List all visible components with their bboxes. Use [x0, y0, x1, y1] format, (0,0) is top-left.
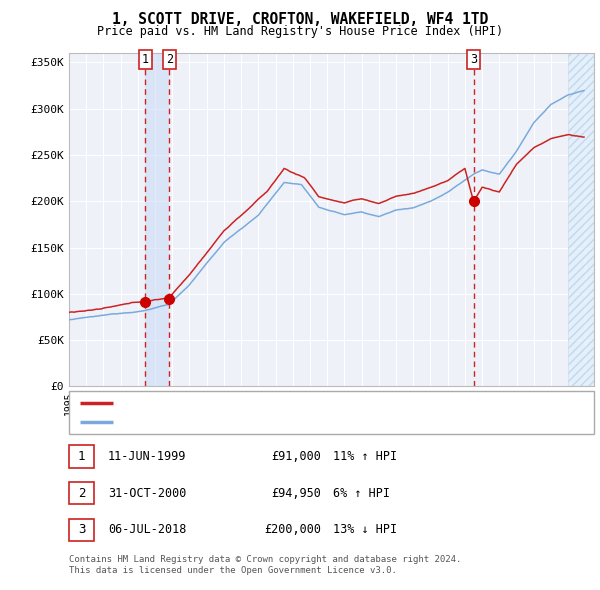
Text: 06-JUL-2018: 06-JUL-2018 [108, 523, 187, 536]
Text: 1: 1 [78, 450, 85, 463]
Text: Price paid vs. HM Land Registry's House Price Index (HPI): Price paid vs. HM Land Registry's House … [97, 25, 503, 38]
Text: 31-OCT-2000: 31-OCT-2000 [108, 487, 187, 500]
Text: £94,950: £94,950 [271, 487, 321, 500]
Text: £91,000: £91,000 [271, 450, 321, 463]
Text: 11-JUN-1999: 11-JUN-1999 [108, 450, 187, 463]
Text: 2: 2 [166, 53, 173, 66]
Text: 3: 3 [470, 53, 477, 66]
Text: 11% ↑ HPI: 11% ↑ HPI [333, 450, 397, 463]
Text: 1: 1 [142, 53, 149, 66]
Text: £200,000: £200,000 [264, 523, 321, 536]
Bar [568, 53, 594, 386]
Text: 1, SCOTT DRIVE, CROFTON, WAKEFIELD, WF4 1TD: 1, SCOTT DRIVE, CROFTON, WAKEFIELD, WF4 … [112, 12, 488, 27]
Bar [145, 53, 169, 386]
Text: 3: 3 [78, 523, 85, 536]
Text: 1, SCOTT DRIVE, CROFTON, WAKEFIELD, WF4 1TD (detached house): 1, SCOTT DRIVE, CROFTON, WAKEFIELD, WF4 … [119, 398, 509, 408]
Text: 6% ↑ HPI: 6% ↑ HPI [333, 487, 390, 500]
Text: Contains HM Land Registry data © Crown copyright and database right 2024.
This d: Contains HM Land Registry data © Crown c… [69, 555, 461, 575]
Text: 13% ↓ HPI: 13% ↓ HPI [333, 523, 397, 536]
Text: 2: 2 [78, 487, 85, 500]
Text: HPI: Average price, detached house, Wakefield: HPI: Average price, detached house, Wake… [119, 417, 412, 427]
